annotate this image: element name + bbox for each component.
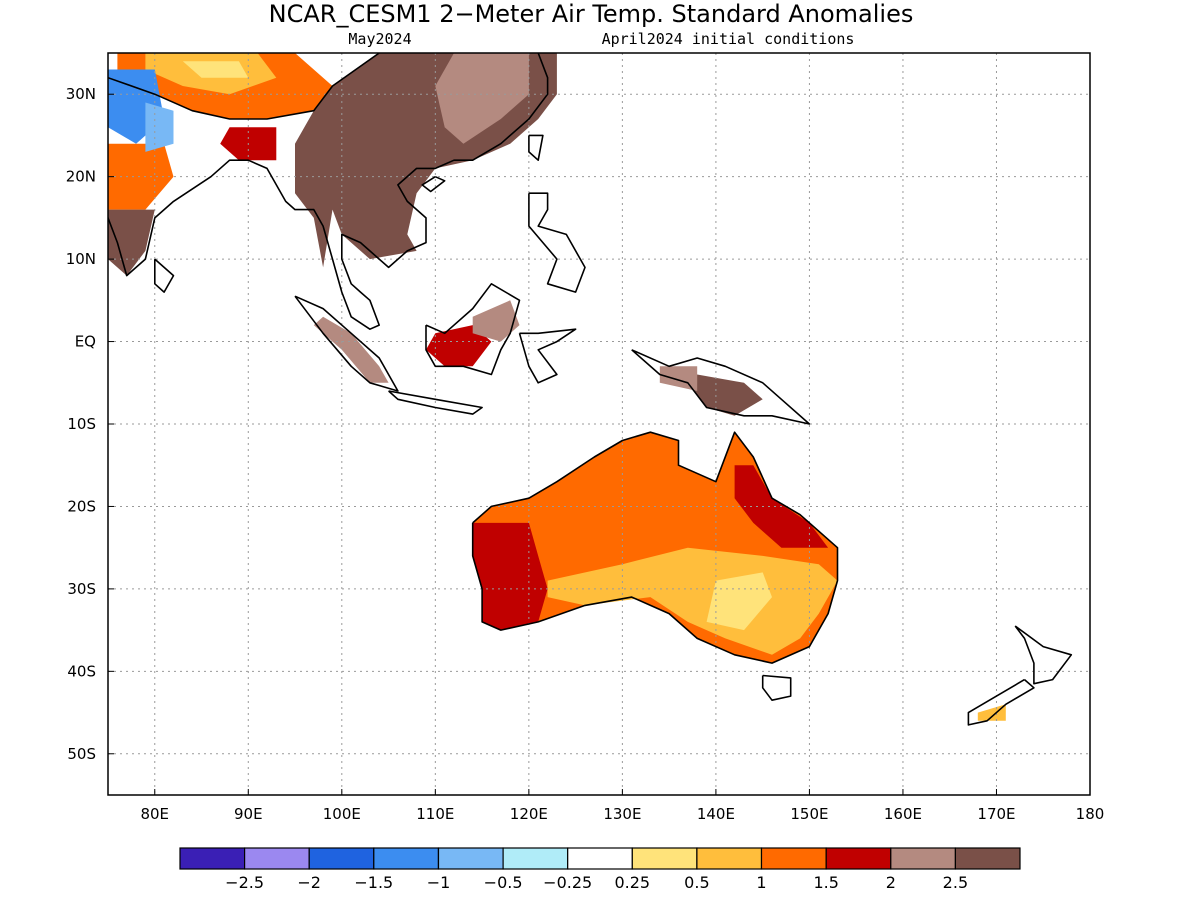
lon-tick-label-3: 110E bbox=[416, 805, 454, 823]
coastline-8 bbox=[518, 328, 577, 384]
legend-label-4: −0.5 bbox=[484, 873, 523, 892]
coastlines bbox=[108, 53, 1073, 726]
lon-tick-label-5: 130E bbox=[603, 805, 641, 823]
coastline-11 bbox=[154, 258, 175, 293]
legend-label-0: −2.5 bbox=[225, 873, 264, 892]
legend-swatch-3 bbox=[373, 847, 439, 870]
lon-tick-label-6: 140E bbox=[697, 805, 735, 823]
anomaly-shading bbox=[108, 53, 1006, 721]
coastline-2 bbox=[1014, 625, 1073, 685]
legend-label-6: 0.25 bbox=[614, 873, 650, 892]
legend-label-1: −2 bbox=[297, 873, 321, 892]
lat-lon-grid bbox=[108, 53, 1090, 795]
anomaly-region-20 bbox=[977, 704, 1006, 721]
lat-tick-label-0: 30N bbox=[66, 85, 96, 103]
lat-tick-label-3: EQ bbox=[75, 333, 96, 351]
coastline-5 bbox=[425, 282, 521, 376]
legend-label-2: −1.5 bbox=[354, 873, 393, 892]
lon-tick-label-7: 150E bbox=[790, 805, 828, 823]
longitude-axis: 80E 90E 100E 110E 120E 130E 140E 150E 160E 170E 18… bbox=[140, 789, 1104, 823]
legend-label-8: 1 bbox=[756, 873, 766, 892]
lon-tick-label-1: 90E bbox=[234, 805, 263, 823]
lat-tick-label-5: 20S bbox=[67, 497, 96, 515]
legend-label-5: −0.25 bbox=[543, 873, 592, 892]
lon-tick-label-8: 160E bbox=[884, 805, 922, 823]
legend-label-3: −1 bbox=[427, 873, 451, 892]
color-legend: −2.5 −2 −1.5 −1 −0.5 −0.25 0.25 0.5 1 1.5 2 2.5 bbox=[179, 847, 1021, 892]
lat-tick-label-8: 50S bbox=[67, 745, 96, 763]
legend-swatch-0 bbox=[179, 847, 246, 870]
lon-tick-label-2: 100E bbox=[323, 805, 361, 823]
legend-label-9: 1.5 bbox=[813, 873, 838, 892]
legend-label-11: 2.5 bbox=[943, 873, 968, 892]
legend-label-7: 0.5 bbox=[684, 873, 709, 892]
legend-swatch-6 bbox=[567, 847, 633, 870]
coastline-7 bbox=[388, 390, 483, 415]
initial-conditions: April2024 initial conditions bbox=[602, 30, 855, 48]
coastline-12 bbox=[528, 134, 544, 161]
legend-swatch-8 bbox=[696, 847, 763, 870]
anomaly-region-11 bbox=[472, 300, 520, 342]
coastline-0 bbox=[471, 431, 839, 664]
lon-tick-label-0: 80E bbox=[140, 805, 169, 823]
legend-swatch-12 bbox=[954, 847, 1021, 870]
anomaly-region-18 bbox=[547, 547, 838, 655]
anomaly-region-9 bbox=[108, 209, 155, 276]
legend-swatch-7 bbox=[631, 847, 698, 870]
anomaly-region-1 bbox=[435, 53, 529, 144]
coastline-6 bbox=[294, 295, 399, 392]
forecast-month: May2024 bbox=[348, 30, 411, 48]
anomaly-region-4 bbox=[182, 61, 249, 78]
legend-swatch-2 bbox=[308, 847, 375, 870]
lat-tick-label-6: 30S bbox=[67, 580, 96, 598]
legend-swatch-4 bbox=[437, 847, 504, 870]
legend-swatch-5 bbox=[502, 847, 569, 870]
anomaly-region-16 bbox=[472, 522, 548, 631]
lon-tick-label-9: 170E bbox=[977, 805, 1015, 823]
coastline-13 bbox=[421, 175, 446, 193]
legend-swatch-10 bbox=[825, 847, 892, 870]
legend-swatch-1 bbox=[244, 847, 310, 870]
coastline-4 bbox=[631, 349, 811, 425]
legend-swatch-11 bbox=[890, 847, 956, 870]
latitude-axis: 30N 20N 10N EQ 10S 20S 30S 40S 50S bbox=[66, 85, 114, 763]
coastline-14 bbox=[528, 192, 586, 293]
legend-swatch-9 bbox=[760, 847, 827, 870]
chart-title: NCAR_CESM1 2−Meter Air Temp. Standard An… bbox=[269, 0, 914, 28]
lon-tick-label-4: 120E bbox=[510, 805, 548, 823]
anomaly-region-13 bbox=[687, 374, 763, 416]
coastline-10 bbox=[108, 53, 549, 331]
lat-tick-label-2: 10N bbox=[66, 250, 96, 268]
anomaly-region-14 bbox=[659, 366, 698, 391]
legend-label-10: 2 bbox=[886, 873, 896, 892]
lon-tick-label-10: 180 bbox=[1076, 805, 1105, 823]
lat-tick-label-1: 20N bbox=[66, 168, 96, 186]
anomaly-region-6 bbox=[108, 143, 174, 210]
coastline-1 bbox=[761, 674, 792, 702]
anomaly-region-19 bbox=[706, 572, 772, 631]
lat-tick-label-7: 40S bbox=[67, 662, 96, 680]
anomaly-region-12 bbox=[313, 316, 389, 383]
coastline-3 bbox=[967, 678, 1035, 726]
anomaly-region-8 bbox=[145, 102, 174, 152]
coastline-9 bbox=[108, 53, 380, 120]
anomaly-region-10 bbox=[426, 325, 492, 367]
lat-tick-label-4: 10S bbox=[67, 415, 96, 433]
